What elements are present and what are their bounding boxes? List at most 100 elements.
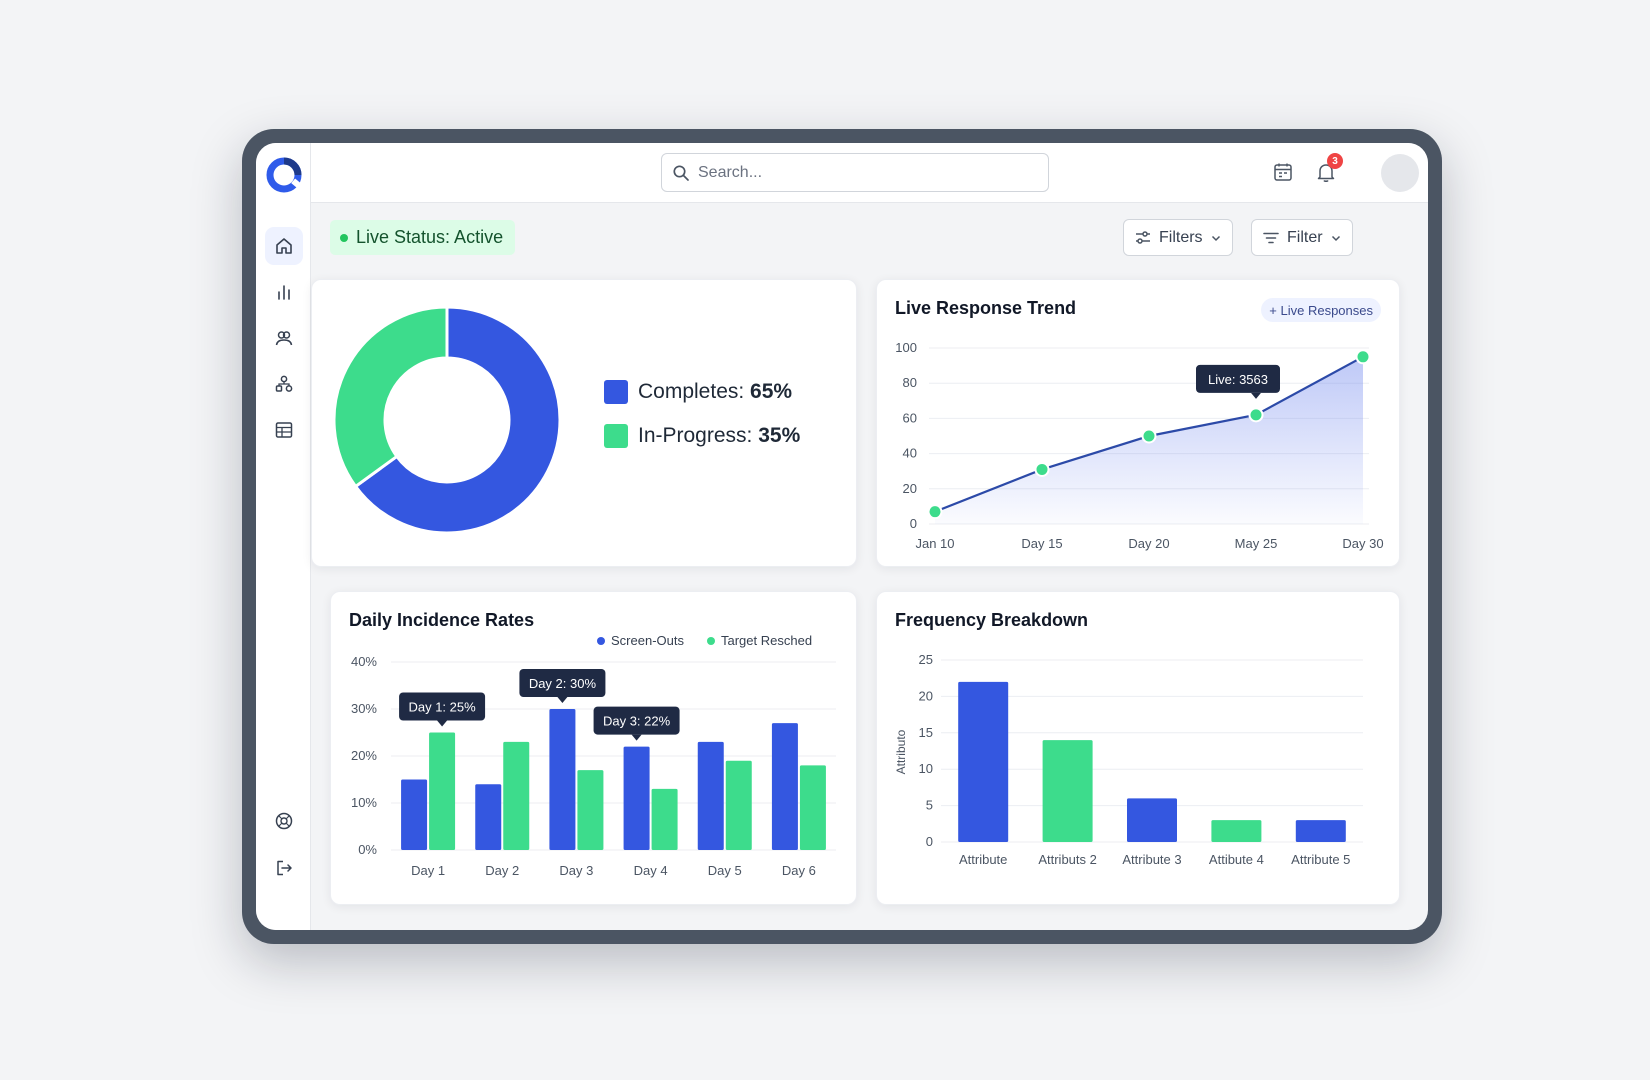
status-badge: Live Status: Active	[330, 220, 516, 255]
frequency-bar-chart: 0 5 10 15 20 25 Attributo Attribute Attributs 2 A…	[894, 652, 1363, 867]
daily-tooltip-box	[399, 692, 486, 721]
trend-tooltip-text: Live: 3563	[1208, 372, 1268, 387]
frequency-bar	[1211, 820, 1262, 842]
trend-x-tick: Jan 10	[915, 536, 954, 551]
daily-y-tick: 40%	[351, 654, 377, 669]
table-icon	[275, 422, 293, 438]
frequency-x-tick: Attributs 2	[1038, 852, 1097, 867]
daily-tooltip-box	[519, 669, 606, 697]
frequency-breakdown-card: Frequency Breakdown 0 5 10 15 20 25 Attributo A…	[876, 591, 1400, 905]
legend-label-target-resched: Target Resched	[721, 633, 813, 648]
legend-screen-outs: Screen-Outs	[597, 633, 684, 648]
frequency-bar	[1295, 820, 1346, 842]
daily-bar-screen-outs	[401, 779, 428, 850]
trend-y-tick: 20	[903, 481, 917, 496]
notification-badge: 3	[1327, 153, 1343, 169]
home-icon	[276, 238, 292, 254]
hierarchy-icon	[275, 375, 293, 392]
daily-y-tick: 0%	[358, 842, 377, 857]
trend-x-tick: Day 30	[1342, 536, 1383, 551]
sliders-icon	[1136, 230, 1150, 244]
frequency-bar	[1042, 740, 1093, 842]
frequency-y-tick: 25	[919, 652, 933, 667]
topbar: 3	[311, 143, 1428, 203]
daily-bar-screen-outs	[697, 741, 724, 850]
trend-point	[1355, 349, 1371, 365]
trend-point	[1034, 461, 1050, 477]
filter-dropdown[interactable]: Filter	[1251, 219, 1353, 256]
sidebar-item-analytics[interactable]	[265, 273, 303, 311]
search-box[interactable]	[661, 153, 1049, 192]
legend-dot-screen-outs	[597, 636, 605, 645]
sidebar-item-home[interactable]	[265, 227, 303, 265]
daily-bar-screen-outs	[771, 723, 798, 850]
sidebar-item-hierarchy[interactable]	[265, 365, 303, 403]
app-screen: 3 Live Status: Active Filters Filter	[256, 143, 1428, 930]
donut-slice-in-progress	[332, 305, 449, 489]
sidebar-item-support[interactable]	[265, 802, 303, 840]
search-input[interactable]	[698, 163, 1018, 182]
trend-tooltip-arrow	[1251, 392, 1261, 399]
sidebar-item-table[interactable]	[265, 411, 303, 449]
daily-tooltip-arrow	[631, 734, 642, 741]
live-response-trend-card: Live Response Trend + Live Responses 0 20…	[876, 279, 1400, 567]
live-responses-pill[interactable]: + Live Responses	[1261, 298, 1381, 322]
trend-y-tick: 100	[895, 340, 917, 355]
daily-bar-target-resched	[725, 760, 752, 850]
chevron-down-icon	[1211, 235, 1220, 241]
daily-x-tick: Day 2	[485, 863, 519, 878]
calendar-button[interactable]	[1268, 157, 1298, 187]
daily-x-tick: Day 6	[782, 863, 816, 878]
frequency-x-tick: Attribute 5	[1291, 852, 1350, 867]
daily-y-tick: 20%	[351, 748, 377, 763]
filters-label: Filters	[1159, 228, 1203, 246]
frequency-y-tick: 5	[926, 798, 933, 813]
trend-y-tick: 0	[910, 516, 917, 531]
sidebar-item-logout[interactable]	[265, 849, 303, 887]
donut-slice-completes	[353, 305, 562, 535]
daily-x-tick: Day 1	[411, 863, 445, 878]
daily-title: Daily Incidence Rates	[349, 610, 535, 630]
notifications-button[interactable]: 3	[1311, 153, 1343, 187]
avatar[interactable]	[1381, 154, 1419, 192]
frequency-title: Frequency Breakdown	[895, 610, 1089, 630]
daily-tooltip-box	[593, 706, 680, 735]
trend-tooltip-box	[1196, 364, 1280, 393]
trend-point	[1141, 428, 1157, 444]
donut-chart	[332, 305, 562, 535]
filters-dropdown[interactable]: Filters	[1123, 219, 1233, 256]
chevron-down-icon	[1331, 235, 1340, 241]
sidebar-item-users[interactable]	[265, 319, 303, 357]
daily-x-tick: Day 3	[559, 863, 593, 878]
daily-tooltip-text: Day 2: 30%	[529, 676, 597, 691]
daily-tooltip-text: Day 3: 22%	[603, 714, 671, 729]
support-icon	[275, 812, 293, 830]
daily-tooltip-arrow	[557, 697, 568, 703]
legend-dot-target-resched	[707, 636, 715, 645]
daily-bar-chart: 0% 10% 20% 30% 40% Day 1 Day 2 Day 3 Day 4 Day 5 D…	[351, 654, 836, 878]
daily-y-tick: 10%	[351, 795, 377, 810]
trend-point	[927, 504, 943, 520]
legend-swatch-completes	[604, 380, 628, 404]
calendar-icon	[1274, 163, 1292, 181]
trend-x-tick: Day 20	[1128, 536, 1169, 551]
filter-lines-icon	[1263, 232, 1279, 243]
daily-x-tick: Day 5	[708, 863, 742, 878]
bell-icon	[1317, 164, 1335, 182]
daily-tooltip-arrow	[437, 720, 448, 727]
daily-bar-target-resched	[429, 732, 456, 850]
legend-completes: Completes: 65%	[604, 380, 792, 404]
frequency-bar	[1127, 798, 1177, 842]
frequency-y-label: Attributo	[894, 729, 908, 774]
frequency-x-tick: Attibute 4	[1209, 852, 1264, 867]
trend-x-tick: Day 15	[1021, 536, 1062, 551]
completes-value: 65%	[750, 380, 793, 403]
completion-donut-card: Completes: 65% In-Progress: 35%	[311, 279, 857, 567]
device-frame: 3 Live Status: Active Filters Filter	[242, 129, 1442, 944]
status-dot	[340, 233, 348, 242]
legend-in-progress: In-Progress: 35%	[604, 424, 800, 448]
sidebar	[256, 143, 311, 930]
trend-chart: 0 20 40 60 80 100 Jan 10 Day 15 Day 20 May 25 Day …	[895, 340, 1383, 551]
bar-chart-icon	[278, 285, 290, 300]
frequency-x-tick: Attribute 3	[1122, 852, 1181, 867]
